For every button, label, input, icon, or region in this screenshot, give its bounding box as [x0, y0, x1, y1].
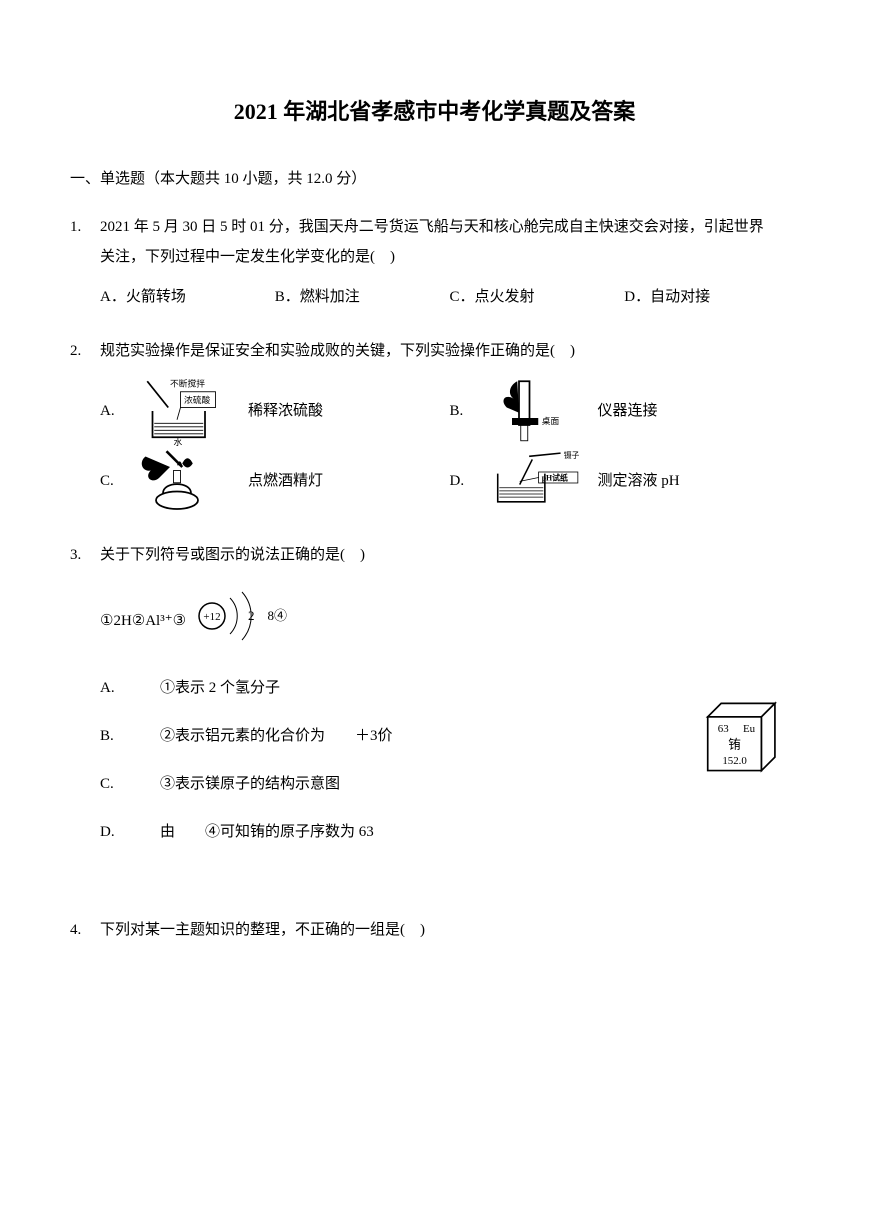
svg-text:152.0: 152.0 — [722, 755, 747, 767]
page-title: 2021 年湖北省孝感市中考化学真题及答案 — [70, 90, 799, 134]
q3-a-letter: A. — [100, 673, 160, 703]
q3-number: 3. — [70, 540, 100, 570]
q1-options: A．火箭转场 B．燃料加注 C．点火发射 D．自动对接 — [100, 282, 799, 312]
q3-d-text: ④可知铕的原子序数为 63 — [205, 824, 374, 840]
svg-text:pH试纸: pH试纸 — [541, 472, 567, 482]
q3-c-text: ③表示镁原子的结构示意图 — [160, 776, 340, 792]
svg-text:水: 水 — [173, 436, 182, 446]
q2-d-figure: 镊子 pH试纸 — [482, 446, 592, 516]
q2-a-figure: 不断搅拌 浓硫酸 水 — [132, 376, 242, 446]
q3-atom-figure: +12 2 8④ — [190, 588, 320, 655]
q2-a-text: 稀释浓硫酸 — [248, 396, 323, 426]
svg-text:+12: +12 — [203, 611, 220, 623]
q3-b-text: ②表示铝元素的化合价为 ＋3价 — [160, 728, 393, 744]
svg-text:镊子: 镊子 — [563, 450, 579, 460]
q4-stem: 下列对某一主题知识的整理，不正确的一组是( ) — [100, 915, 799, 945]
q2-c-text: 点燃酒精灯 — [248, 466, 323, 496]
q2-b-figure: 桌面 — [482, 376, 592, 446]
q3-c-letter: C. — [100, 769, 160, 799]
q1-opt-c: C．点火发射 — [450, 282, 625, 312]
q2-stem: 规范实验操作是保证安全和实验成败的关键，下列实验操作正确的是( ) — [100, 336, 799, 366]
q2-number: 2. — [70, 336, 100, 366]
q1-opt-a: A．火箭转场 — [100, 282, 275, 312]
svg-text:铕: 铕 — [728, 738, 741, 752]
q2-b-letter: B. — [450, 396, 482, 426]
q2-d-letter: D. — [450, 466, 482, 496]
q3-symbols: ①2H②Al³⁺③ — [100, 613, 186, 629]
q2-d-text: 测定溶液 pH — [598, 466, 680, 496]
q2-c-letter: C. — [100, 466, 132, 496]
question-2: 2. 规范实验操作是保证安全和实验成败的关键，下列实验操作正确的是( ) A. … — [70, 336, 799, 516]
svg-text:63: 63 — [718, 723, 729, 735]
element-box: 63 Eu 铕 152.0 — [701, 700, 785, 784]
question-3: 3. 关于下列符号或图示的说法正确的是( ) ①2H②Al³⁺③ +12 2 8… — [70, 540, 799, 865]
section-header: 一、单选题（本大题共 10 小题，共 12.0 分） — [70, 164, 799, 194]
q1-stem-line2: 关注，下列过程中一定发生化学变化的是( ) — [100, 242, 799, 272]
q1-number: 1. — [70, 212, 100, 242]
svg-text:浓硫酸: 浓硫酸 — [184, 394, 210, 405]
svg-text:桌面: 桌面 — [542, 415, 560, 426]
q1-opt-d: D．自动对接 — [624, 282, 799, 312]
q4-number: 4. — [70, 915, 100, 945]
q2-a-letter: A. — [100, 396, 132, 426]
svg-text:Eu: Eu — [743, 723, 756, 735]
q2-b-text: 仪器连接 — [598, 396, 658, 426]
q3-b-letter: B. — [100, 721, 160, 751]
q2-c-figure — [132, 446, 242, 516]
q3-stem: 关于下列符号或图示的说法正确的是( ) — [100, 540, 799, 570]
q3-d-letter: D. — [100, 817, 160, 847]
q3-a-text: ①表示 2 个氢分子 — [160, 680, 280, 696]
q1-opt-b: B．燃料加注 — [275, 282, 450, 312]
q3-d-prefix: 由 — [160, 824, 175, 840]
question-4: 4. 下列对某一主题知识的整理，不正确的一组是( ) — [70, 915, 799, 955]
svg-text:2 8④: 2 8④ — [248, 608, 287, 623]
svg-text:不断搅拌: 不断搅拌 — [170, 378, 205, 389]
q3-options: A.①表示 2 个氢分子 B.②表示铝元素的化合价为 ＋3价 C.③表示镁原子的… — [100, 673, 799, 847]
question-1: 1. 2021 年 5 月 30 日 5 时 01 分，我国天舟二号货运飞船与天… — [70, 212, 799, 312]
q1-stem-line1: 2021 年 5 月 30 日 5 时 01 分，我国天舟二号货运飞船与天和核心… — [100, 212, 799, 242]
